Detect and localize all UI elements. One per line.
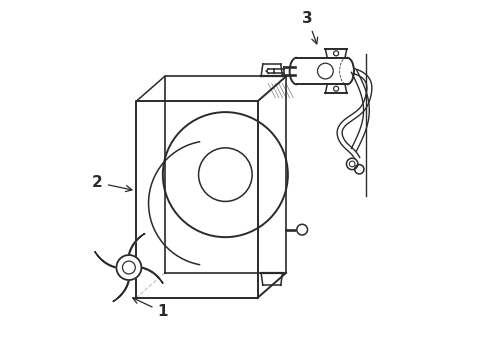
Circle shape — [297, 224, 308, 235]
Polygon shape — [129, 267, 163, 283]
Polygon shape — [128, 234, 145, 267]
Circle shape — [117, 255, 142, 280]
Text: 1: 1 — [133, 298, 168, 319]
Circle shape — [355, 165, 364, 174]
Polygon shape — [95, 252, 129, 269]
Text: 2: 2 — [92, 175, 132, 192]
Text: 3: 3 — [302, 11, 318, 44]
Circle shape — [346, 158, 358, 170]
Polygon shape — [113, 267, 130, 302]
